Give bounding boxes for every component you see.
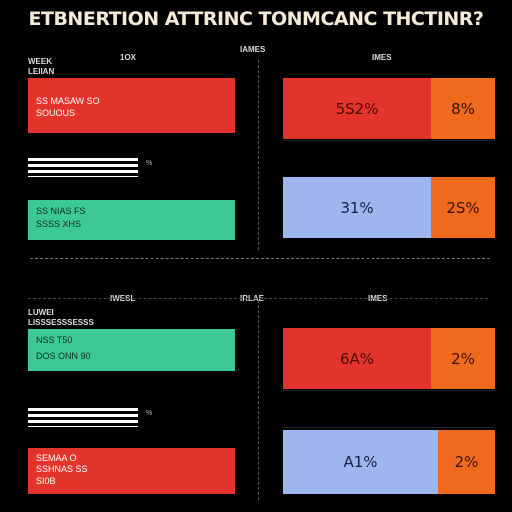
bottom-left-bar-2: SEMAA O SSHNAS SS SI0B [28, 448, 235, 494]
bottom-striped-marker [28, 405, 138, 427]
top-row2-side-label: 2S% [446, 198, 480, 217]
bar-label-line2: SSHNAS SS [36, 464, 88, 474]
bottom-row2-side-label: 2% [454, 453, 479, 471]
bottom-right-row-1: 6A% 2% [283, 328, 495, 389]
top-row1-main-label: 5S2% [335, 99, 379, 118]
top-col-mid-label: IAMES [240, 45, 266, 54]
bottom-left-header-1: LUWEI [28, 308, 54, 317]
bottom-hash-mark: % [146, 410, 153, 417]
top-hash-mark: % [146, 160, 153, 167]
top-left-bar-2: SS NIAS FS SSSS XHS [28, 200, 235, 240]
top-striped-marker [28, 155, 138, 177]
bottom-row2-side-segment [438, 430, 495, 494]
top-row2-main-label: 31% [340, 198, 374, 217]
bar-label-line1: SEMAA O [36, 453, 77, 463]
top-row2-side-segment [431, 177, 495, 238]
bottom-row1-side-label: 2% [451, 349, 475, 368]
section-divider [30, 258, 490, 259]
bar-label-line1: SS MASAW SO [36, 96, 100, 106]
bar-label-line3: SI0B [36, 476, 56, 486]
bottom-band-gap [283, 390, 495, 428]
top-left-header-2: LEIIAN [28, 67, 55, 76]
bottom-header-rule [28, 298, 488, 299]
bar-label-line2: SSSS XHS [36, 219, 82, 229]
bottom-row1-main-label: 6A% [339, 349, 375, 368]
top-col-right-label: IMES [372, 53, 392, 62]
bar-label-line2: SOUOUS [36, 108, 76, 118]
top-row1-side-segment [431, 78, 495, 139]
bottom-left-header-2: LISSSESSSESSS [28, 318, 94, 327]
bottom-row1-side-segment [431, 328, 495, 389]
chart-title: ETBNERTION ATTRINC TONMCANC THCTINR? [28, 8, 484, 30]
bottom-row2-main-segment [283, 430, 438, 494]
bar-label-line1: SS NIAS FS [36, 206, 86, 216]
top-right-row-1: 5S2% 8% [283, 78, 495, 139]
bottom-row1-main-segment [283, 328, 431, 389]
top-left-header-1: WEEK [28, 57, 52, 66]
top-row2-main-segment [283, 177, 431, 238]
bottom-left-bar-1: NSS T50 DOS ONN 90 [28, 329, 235, 371]
top-left-bar-1: SS MASAW SO SOUOUS [28, 78, 235, 133]
top-band-gap [283, 140, 495, 178]
top-right-row-2: 31% 2S% [283, 177, 495, 238]
top-col-left-label: 1OX [120, 53, 137, 62]
top-row1-main-segment [283, 78, 431, 139]
bar-label-line1: NSS T50 [36, 335, 73, 345]
bottom-row2-main-label: A1% [343, 453, 378, 471]
bottom-right-row-2: A1% 2% [283, 430, 495, 494]
bar-label-line2: DOS ONN 90 [36, 351, 91, 361]
top-row1-side-label: 8% [451, 99, 475, 118]
bottom-divider-vertical [258, 300, 259, 500]
top-divider-vertical [258, 60, 259, 250]
